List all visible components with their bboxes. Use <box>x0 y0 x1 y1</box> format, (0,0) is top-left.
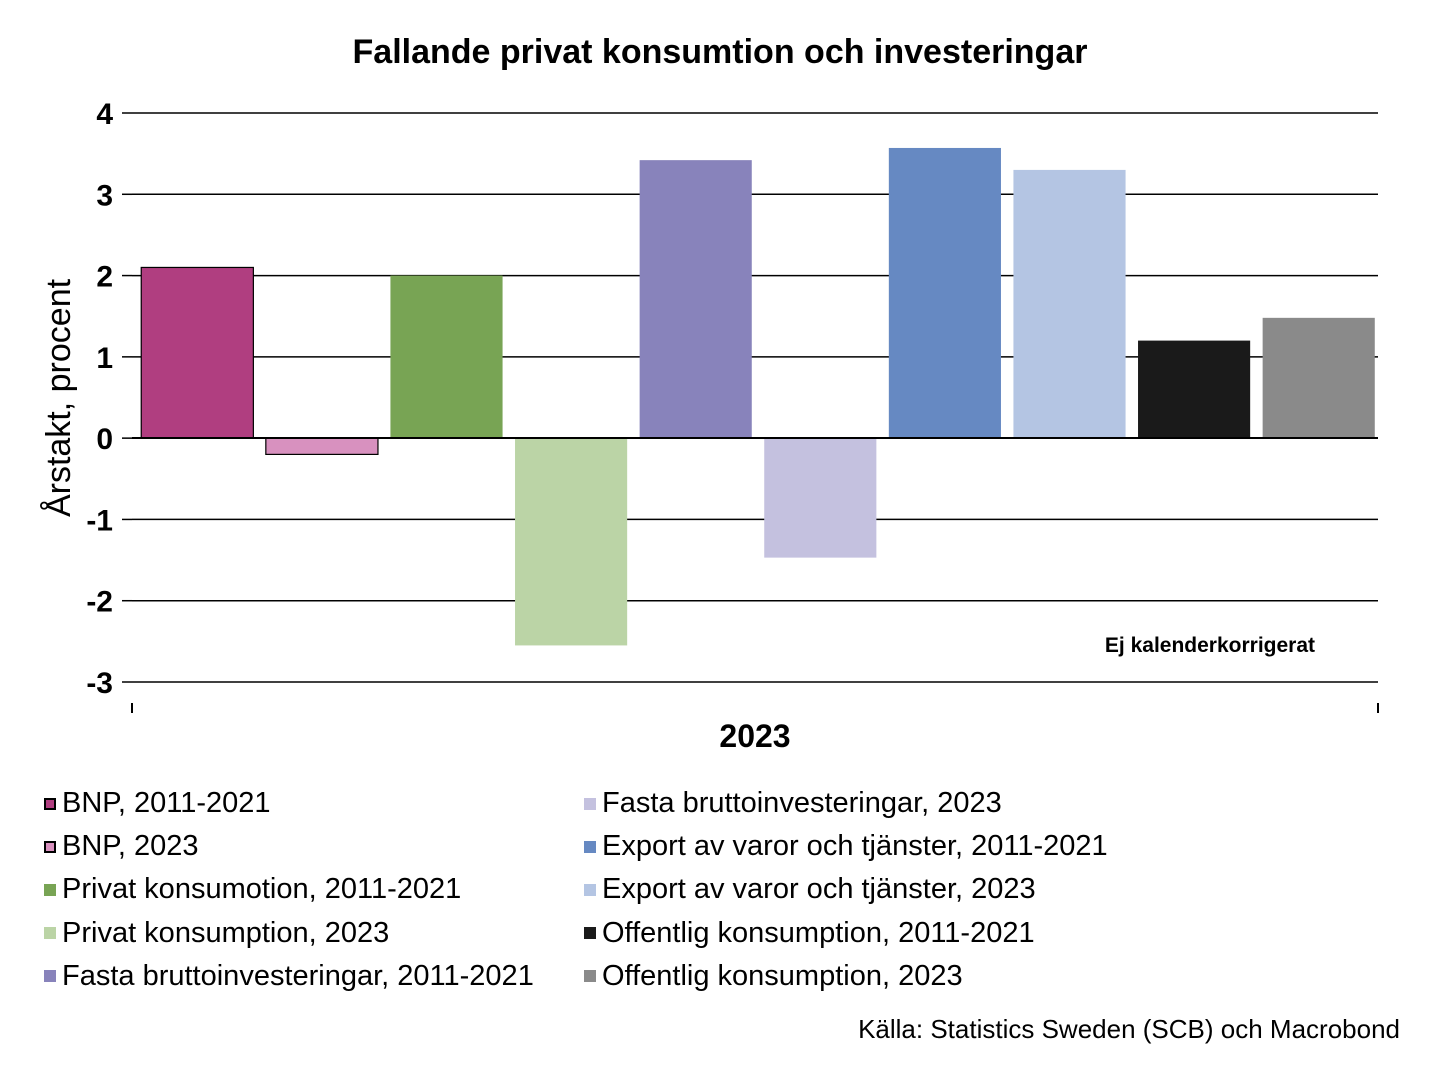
legend-item: BNP, 2011-2021 <box>44 782 584 825</box>
legend-swatch <box>44 840 56 853</box>
legend-label: Offentlig konsumption, 2011-2021 <box>602 916 1035 949</box>
legend-item: Fasta bruttoinvesteringar, 2023 <box>584 782 1184 825</box>
legend-item: Offentlig konsumption, 2011-2021 <box>584 912 1184 955</box>
legend-label: Export av varor och tjänster, 2023 <box>602 873 1036 906</box>
bar <box>639 160 752 439</box>
y-tick-label: 2 <box>96 261 113 294</box>
legend-swatch <box>584 927 596 940</box>
legend-label: Privat konsumotion, 2011-2021 <box>62 873 462 906</box>
chart: Fallande privat konsumtion och investeri… <box>40 33 1379 754</box>
y-tick-label: 1 <box>96 342 113 375</box>
y-axis-ticks: 4 3 2 1 0 -1 -2 -3 <box>86 98 113 700</box>
x-category-label: 2023 <box>719 718 790 754</box>
y-axis-label: Årstakt, procent <box>40 278 78 517</box>
legend-item: Fasta bruttoinvesteringar, 2011-2021 <box>44 955 584 998</box>
bar <box>515 438 628 646</box>
bar <box>390 275 503 439</box>
bar <box>140 266 254 439</box>
legend-label: Fasta bruttoinvesteringar, 2011-2021 <box>62 959 534 992</box>
source-note: Källa: Statistics Sweden (SCB) och Macro… <box>858 1014 1400 1044</box>
legend-swatch <box>44 970 56 983</box>
y-tick-label: 4 <box>96 98 113 131</box>
legend-item: Offentlig konsumption, 2023 <box>584 955 1184 998</box>
legend-item: Privat konsumotion, 2011-2021 <box>44 868 584 911</box>
legend-label: Fasta bruttoinvesteringar, 2023 <box>602 787 1002 820</box>
bar <box>265 437 379 455</box>
bar <box>1013 169 1126 439</box>
legend-label: BNP, 2023 <box>62 830 199 863</box>
legend: BNP, 2011-2021 BNP, 2023 Privat konsumotio… <box>44 782 1184 998</box>
legend-swatch <box>584 883 596 896</box>
chart-title: Fallande privat konsumtion och investeri… <box>353 33 1088 71</box>
legend-label: Privat konsumption, 2023 <box>62 916 390 949</box>
y-tick-label: -1 <box>86 504 113 537</box>
y-tick-label: -3 <box>86 667 113 700</box>
legend-swatch <box>44 927 56 940</box>
annotation-note: Ej kalenderkorrigerat <box>1105 634 1315 657</box>
bar <box>1262 317 1375 439</box>
bar <box>1138 340 1251 439</box>
bars <box>140 147 1375 646</box>
legend-swatch <box>44 883 56 896</box>
bar <box>764 438 877 558</box>
legend-swatch <box>44 797 56 810</box>
legend-swatch <box>584 970 596 983</box>
legend-label: Export av varor och tjänster, 2011-2021 <box>602 830 1108 863</box>
legend-label: Offentlig konsumption, 2023 <box>602 959 963 992</box>
y-tick-label: -2 <box>86 586 113 619</box>
legend-item: Export av varor och tjänster, 2023 <box>584 868 1184 911</box>
legend-item: Privat konsumption, 2023 <box>44 912 584 955</box>
y-tick-label: 0 <box>96 423 113 456</box>
legend-label: BNP, 2011-2021 <box>62 787 271 820</box>
legend-swatch <box>584 797 596 810</box>
legend-swatch <box>584 840 596 853</box>
legend-item: BNP, 2023 <box>44 825 584 868</box>
y-tick-label: 3 <box>96 179 113 212</box>
legend-item: Export av varor och tjänster, 2011-2021 <box>584 825 1184 868</box>
bar <box>888 147 1001 439</box>
